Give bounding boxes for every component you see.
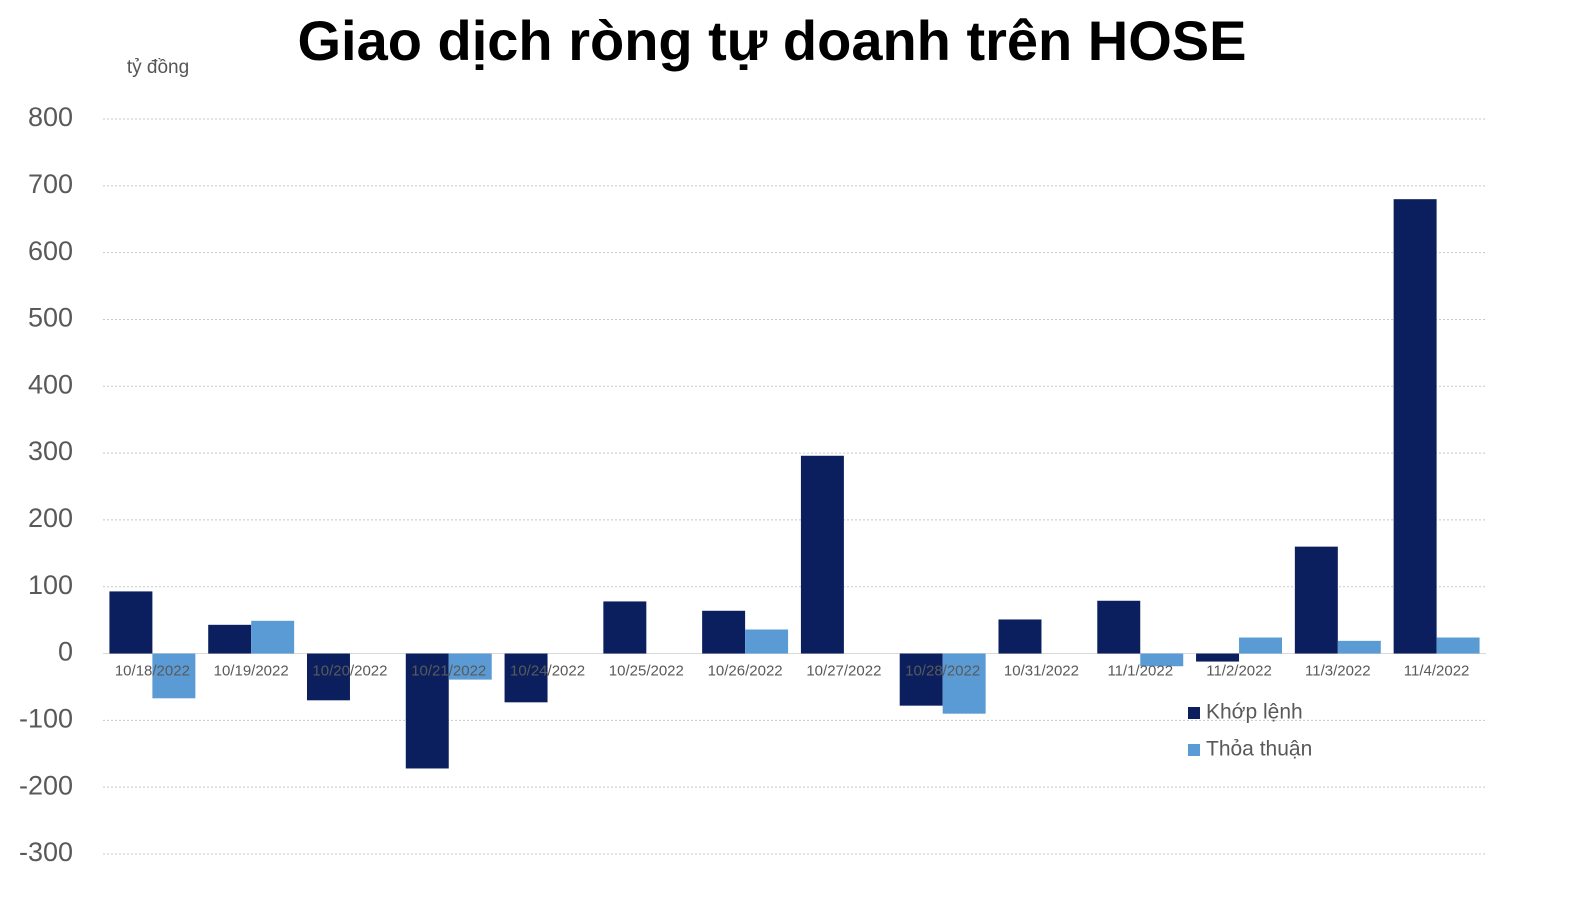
x-tick-label: 10/31/2022: [1004, 663, 1079, 680]
x-tick-label: 10/27/2022: [806, 663, 881, 680]
y-tick-label: 300: [28, 436, 73, 466]
x-tick-label: 10/25/2022: [609, 663, 684, 680]
x-tick-label: 10/26/2022: [708, 663, 783, 680]
bar: [942, 653, 986, 714]
bar: [702, 610, 746, 654]
x-tick-label: 10/28/2022: [905, 663, 980, 680]
bar: [1393, 199, 1437, 654]
y-tick-label: 200: [28, 503, 73, 533]
x-tick-label: 11/3/2022: [1305, 663, 1371, 680]
legend-swatch: [1188, 744, 1200, 756]
bar: [1337, 640, 1381, 654]
y-tick-label: 500: [28, 303, 73, 333]
bar: [152, 653, 196, 699]
bar: [1436, 637, 1480, 654]
y-tick-label: -200: [19, 770, 73, 800]
bar: [306, 653, 350, 701]
legend-swatch: [1188, 707, 1200, 719]
bar: [405, 653, 449, 769]
bar: [504, 653, 548, 703]
bar: [448, 653, 492, 680]
y-tick-label: 100: [28, 570, 73, 600]
x-tick-label: 10/18/2022: [115, 663, 190, 680]
x-tick-label: 10/19/2022: [214, 663, 289, 680]
bar: [603, 601, 647, 654]
y-tick-label: 600: [28, 236, 73, 266]
bar: [109, 591, 153, 654]
bar: [1196, 653, 1240, 662]
legend-label: Khớp lệnh: [1206, 701, 1303, 724]
bar: [899, 653, 943, 706]
x-tick-label: 10/24/2022: [510, 663, 585, 680]
y-tick-label: 400: [28, 369, 73, 399]
x-tick-label: 11/2/2022: [1206, 663, 1272, 680]
bar: [800, 455, 844, 654]
y-tick-label: -300: [19, 837, 73, 867]
x-tick-label: 11/1/2022: [1107, 663, 1173, 680]
bar: [1097, 600, 1141, 654]
bar: [745, 629, 789, 654]
bar: [1239, 637, 1283, 654]
legend-label: Thỏa thuận: [1206, 738, 1312, 761]
bar: [1294, 546, 1338, 654]
bar: [208, 624, 252, 654]
x-tick-label: 10/21/2022: [411, 663, 486, 680]
x-tick-label: 11/4/2022: [1404, 663, 1470, 680]
x-tick-label: 10/20/2022: [312, 663, 387, 680]
bar: [251, 620, 295, 654]
y-tick-label: -100: [19, 703, 73, 733]
y-tick-label: 0: [58, 637, 73, 667]
chart-title: Giao dịch ròng tự doanh trên HOSE: [297, 9, 1246, 72]
bar: [1140, 653, 1184, 667]
y-axis-label: tỷ đồng: [127, 57, 189, 78]
y-tick-label: 700: [28, 169, 73, 199]
y-tick-label: 800: [28, 102, 73, 132]
bar: [998, 619, 1042, 654]
